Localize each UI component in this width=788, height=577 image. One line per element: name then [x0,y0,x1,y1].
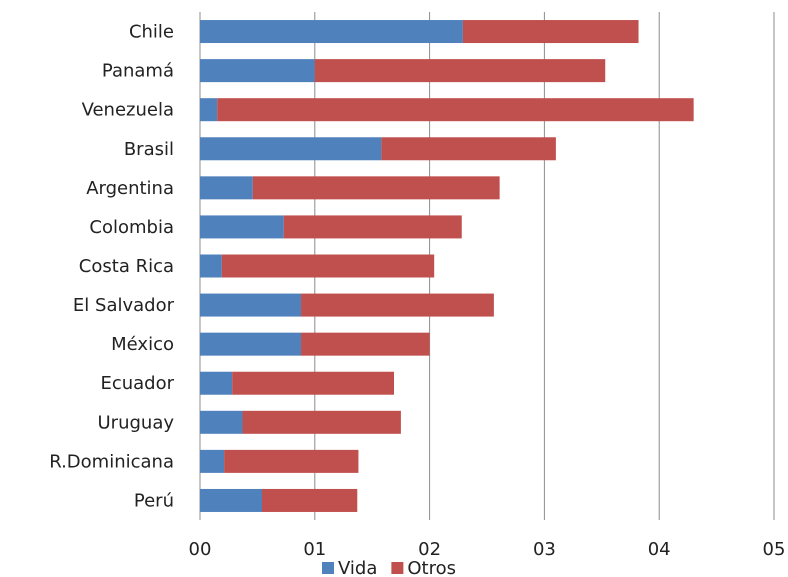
category-label: Perú [134,490,174,511]
bar-otros-0 [462,20,639,44]
category-label: Ecuador [100,373,174,394]
category-label: Panamá [102,61,174,82]
x-tick-label: 04 [648,539,671,560]
category-label: Venezuela [82,100,174,121]
x-tick-label: 01 [303,539,326,560]
legend-swatch-vida [322,562,334,574]
category-label: Brasil [124,139,174,160]
bar-otros-1 [314,59,606,83]
bar-vida-2 [200,98,218,122]
category-label: Argentina [86,178,174,199]
category-label: México [111,334,174,355]
category-label: Costa Rica [79,256,174,277]
bars [200,20,694,512]
bar-otros-7 [301,293,494,317]
bar-vida-8 [200,332,302,356]
bar-otros-4 [252,176,500,200]
bar-vida-12 [200,488,262,512]
bar-otros-10 [242,410,401,434]
legend-label-vida: Vida [338,558,377,577]
bar-otros-5 [283,215,462,239]
bar-vida-9 [200,371,233,395]
bar-otros-3 [381,137,556,161]
x-tick-label: 05 [763,539,786,560]
x-tick-label: 02 [418,539,441,560]
bar-vida-4 [200,176,253,200]
category-labels: Chile Panamá Venezuela Brasil Argentina Colom… [49,22,174,512]
legend-label-otros: Otros [407,558,456,577]
category-label: Chile [129,22,174,43]
category-label: El Salvador [73,295,175,316]
bar-vida-6 [200,254,222,278]
bar-vida-0 [200,20,463,44]
x-tick-label: 00 [189,539,212,560]
bar-otros-6 [221,254,435,278]
x-axis-tick-labels: 00 01 02 03 04 05 [189,539,786,560]
bar-vida-1 [200,59,315,83]
bar-vida-10 [200,410,243,434]
x-tick-label: 03 [533,539,556,560]
legend-swatch-otros [391,562,404,574]
category-label: R.Dominicana [49,451,174,472]
bar-vida-3 [200,137,382,161]
bar-otros-8 [301,332,430,356]
bar-vida-5 [200,215,284,239]
legend: Vida Otros [322,558,456,577]
category-label: Colombia [89,217,174,238]
bar-vida-11 [200,449,225,473]
bar-otros-9 [232,371,395,395]
bar-otros-11 [224,449,359,473]
bar-otros-2 [217,98,694,122]
category-label: Uruguay [98,412,175,433]
bar-otros-12 [261,488,358,512]
bar-vida-7 [200,293,302,317]
